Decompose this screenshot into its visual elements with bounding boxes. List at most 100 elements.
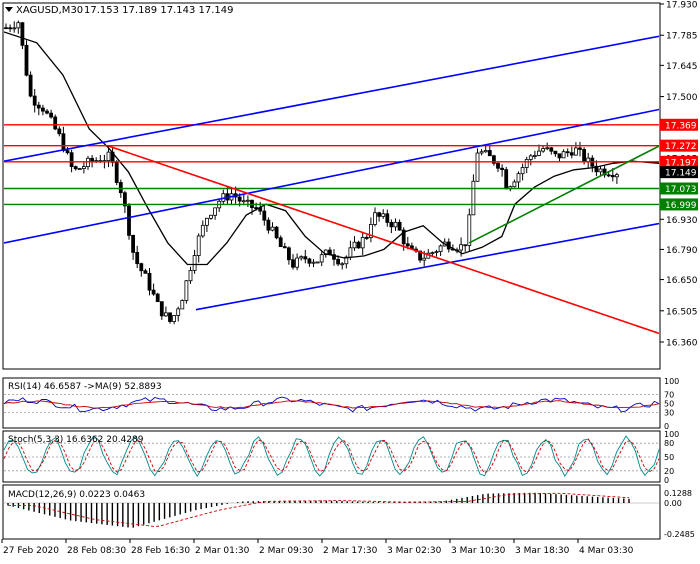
candle-body (41, 107, 45, 112)
macd-axis-label: 0.1288 (664, 489, 692, 498)
candle-body (438, 245, 443, 253)
candle-body (496, 162, 500, 169)
candle-body (196, 235, 201, 256)
price-axis-label: 17.500 (666, 93, 698, 103)
candle-body (303, 256, 308, 260)
candle-body (533, 155, 537, 157)
candle-body (594, 165, 599, 173)
candle-body (418, 250, 423, 261)
candle-body (602, 168, 607, 176)
candle-body (504, 169, 509, 190)
time-axis-label: 27 Feb 2020 (3, 546, 59, 556)
macd-axis-label: -0.2485 (664, 530, 695, 539)
candle-body (491, 155, 496, 164)
time-axis-label: 3 Mar 10:30 (451, 546, 506, 556)
stoch-pane-frame (2, 430, 661, 483)
candle-body (520, 167, 525, 175)
candle-body (127, 205, 131, 236)
candle-body (574, 147, 578, 156)
candle-body (73, 166, 78, 170)
menu-triangle-icon[interactable] (5, 7, 13, 12)
candle-body (61, 133, 66, 151)
candle-body (114, 162, 119, 183)
candle-body (475, 152, 480, 182)
candle-body (286, 247, 291, 261)
candle-body (541, 148, 545, 152)
rsi-ma-line (3, 400, 660, 409)
candle-body (561, 151, 566, 159)
candle-body (200, 224, 205, 237)
macd-pane-frame (2, 484, 661, 540)
current-price-label: 17.149 (665, 169, 697, 179)
candle-body (537, 150, 541, 156)
candle-body (184, 280, 189, 301)
support-level-label: 17.073 (665, 185, 697, 195)
candle-body (311, 261, 316, 264)
moving-average-line (4, 31, 659, 266)
candle-body (356, 241, 361, 249)
candle-body (180, 300, 185, 310)
rsi-axis-label: 100 (664, 377, 679, 386)
candle-body (278, 237, 283, 248)
candle-body (360, 236, 365, 249)
candle-body (192, 255, 197, 271)
candle-body (524, 159, 529, 168)
candle-body (213, 207, 218, 216)
candle-body (159, 301, 164, 317)
price-axis-label: 17.785 (666, 32, 698, 42)
rsi-header: RSI(14) 46.6587 ->MA(9) 52.8893 (8, 382, 162, 392)
candle-body (434, 251, 439, 254)
candle-body (49, 112, 53, 118)
candle-body (295, 257, 300, 268)
candle-body (430, 252, 435, 255)
macd-signal-line (8, 492, 630, 527)
candle-body (373, 212, 377, 225)
support-level-tag (660, 182, 698, 195)
support-level-label: 16.999 (665, 201, 697, 211)
candle-body (20, 22, 25, 46)
resistance-level-tag (660, 118, 698, 131)
trend-line (108, 145, 659, 335)
price-axis-label: 16.505 (666, 307, 698, 317)
stoch-axis-label: 0 (664, 476, 669, 485)
candle-body (163, 312, 168, 317)
stoch-axis-label: 20 (664, 467, 674, 476)
candle-body (8, 27, 13, 30)
macd-axis-label: 0.00 (664, 499, 682, 508)
time-axis-label: 3 Mar 18:30 (515, 546, 570, 556)
candle-body (69, 152, 74, 167)
candle-body (553, 150, 558, 155)
candle-body (135, 251, 140, 265)
candle-body (463, 244, 468, 247)
candle-body (106, 151, 111, 162)
candle-body (32, 95, 37, 106)
candle-body (237, 196, 242, 202)
candle-body (459, 244, 464, 251)
price-axis: 17.93017.78517.64517.50017.36017.21517.0… (660, 1, 698, 349)
candle-body (209, 214, 213, 219)
candle-body (291, 259, 295, 268)
candle-body (16, 22, 21, 29)
time-axis-label: 3 Mar 02:30 (387, 546, 442, 556)
candle-body (36, 104, 41, 109)
rsi-axis-label: 50 (664, 400, 674, 409)
candle-body (139, 263, 144, 272)
candle-body (245, 199, 250, 202)
candle-body (123, 192, 127, 207)
candle-body (615, 174, 619, 178)
candle-body (336, 258, 341, 265)
candle-body (381, 213, 386, 217)
ohlc-readout: 17.153 17.189 17.143 17.149 (84, 5, 234, 16)
candle-body (483, 150, 488, 153)
candle-body (266, 219, 271, 231)
candle-body (176, 308, 181, 316)
support-level-tag (660, 198, 698, 211)
candle-body (315, 261, 320, 264)
rsi-pane-frame (2, 377, 661, 429)
resistance-level-tag (660, 139, 698, 152)
candle-body (82, 166, 86, 169)
price-axis-label: 16.930 (666, 216, 698, 226)
rsi-axis-label: 70 (664, 391, 674, 400)
price-pane: XAGUSD,M30 17.153 17.189 17.143 17.149 1… (2, 1, 698, 370)
